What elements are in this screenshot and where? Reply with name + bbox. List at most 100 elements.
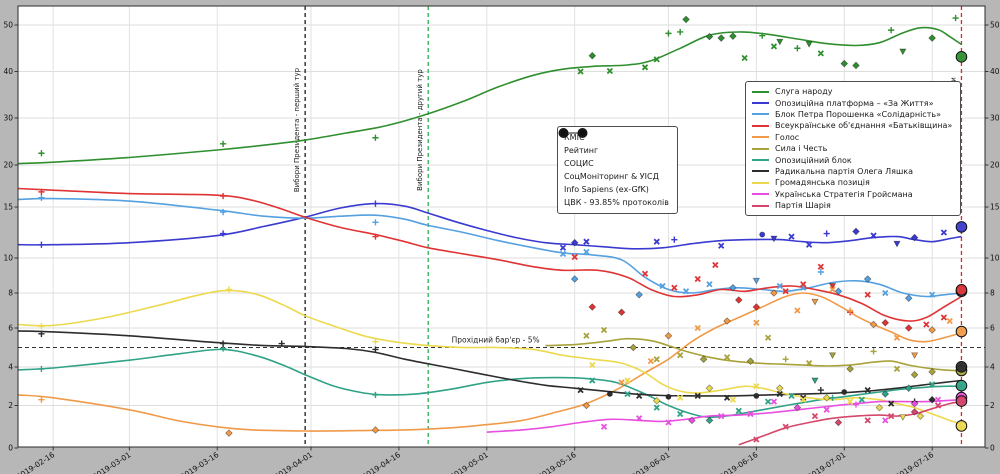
party-legend-label: Слуга народу — [775, 87, 833, 97]
marker-x — [741, 54, 748, 62]
line-series-1 — [17, 202, 962, 250]
marker-plus — [829, 394, 836, 401]
y-tick-label: 2 — [8, 401, 13, 410]
marker-plus — [372, 134, 379, 141]
marker-x — [870, 232, 877, 239]
marker-x — [559, 244, 567, 251]
marker-x — [694, 324, 701, 332]
marker-cvk-result — [955, 361, 968, 373]
marker-diamond — [840, 59, 849, 68]
marker-x — [940, 229, 948, 236]
line-series-8 — [17, 289, 962, 426]
marker-x — [653, 238, 660, 245]
pollster-legend-label: ЦВК - 93.85% протоколів — [564, 198, 669, 207]
line-series-2 — [17, 197, 962, 298]
marker-x — [776, 282, 783, 290]
marker-x — [653, 56, 660, 63]
marker-x — [671, 284, 678, 291]
scatter-markers — [38, 14, 959, 443]
marker-diamond — [928, 368, 936, 376]
marker-x — [653, 356, 660, 363]
marker-diamond — [910, 408, 919, 416]
marker-diamond — [834, 418, 843, 427]
marker-plus — [38, 323, 45, 330]
party-legend-label: Українська Стратегія Гройсмана — [775, 189, 913, 199]
big-marker-icon — [558, 127, 588, 139]
y-tick-label-right: 20 — [990, 161, 1000, 170]
marker-triangle-down — [828, 283, 837, 290]
marker-plus — [38, 150, 45, 157]
marker-circle — [841, 389, 848, 395]
pollster-legend: КМІС Рейтинг СОЦИС СоцМоніторинг & УІСД Info… — [557, 126, 678, 214]
marker-x — [729, 396, 737, 403]
y-tick-label-right: 40 — [990, 67, 1000, 76]
pollster-legend-item-2: СОЦИС — [560, 130, 669, 170]
marker-diamond — [588, 303, 597, 311]
line-series-6 — [17, 348, 962, 419]
marker-plus — [870, 348, 877, 355]
marker-x — [559, 250, 567, 258]
marker-plus — [372, 200, 379, 207]
marker-plus — [372, 233, 379, 240]
party-legend-label: Партія Шарія — [775, 201, 831, 211]
marker-x — [929, 381, 936, 388]
marker-x — [929, 291, 936, 298]
party-legend-item-0: Слуга народу — [752, 86, 952, 97]
plot-border — [17, 5, 986, 448]
y-tick-label: 50 — [3, 21, 13, 30]
marker-cvk-result — [955, 379, 968, 392]
marker-triangle-down — [776, 38, 784, 46]
marker-x — [893, 365, 901, 373]
marker-diamond — [734, 296, 743, 304]
marker-diamond — [910, 370, 919, 379]
marker-x — [811, 412, 819, 420]
marker-x — [641, 64, 649, 71]
party-legend-label: Радикальна партія Олега Ляшка — [775, 166, 914, 176]
marker-x — [764, 398, 772, 405]
series-lines — [17, 26, 962, 446]
party-legend-item-5: Сила і Честь — [752, 143, 952, 154]
party-color-swatch — [752, 102, 769, 105]
party-legend-label: Блок Петра Порошенка «Солідарність» — [775, 109, 941, 119]
party-legend-item-2: Блок Петра Порошенка «Солідарність» — [752, 109, 952, 120]
y-tick-label-right: 15 — [990, 203, 1000, 212]
party-legend-item-4: Голос — [752, 132, 952, 143]
threshold-label: Прохідний бар'єр - 5% — [452, 336, 540, 345]
marker-triangle-down — [811, 377, 819, 385]
marker-x — [694, 392, 701, 400]
marker-x — [864, 386, 871, 394]
party-legend-label: Голос — [775, 132, 800, 142]
marker-diamond — [588, 51, 597, 60]
marker-diamond — [881, 390, 890, 398]
marker-diamond — [746, 357, 755, 365]
marker-x — [788, 233, 795, 240]
marker-x — [624, 390, 631, 398]
marker-diamond — [723, 317, 731, 325]
marker-x — [636, 415, 643, 422]
marker-diamond — [916, 412, 925, 420]
y-tick-label-right: 8 — [990, 289, 995, 298]
marker-plus — [671, 236, 678, 243]
pollster-legend-label: СОЦИС — [564, 159, 594, 168]
marker-diamond — [834, 287, 843, 296]
marker-diamond — [582, 401, 591, 410]
marker-x — [577, 386, 584, 394]
party-legend-label: Сила і Честь — [775, 144, 828, 154]
marker-triangle-down — [893, 240, 901, 248]
marker-cvk-result — [955, 395, 968, 407]
marker-diamond — [928, 34, 936, 42]
party-legend: Слуга народу Опозиційна платформа – «За Ж… — [745, 81, 962, 217]
marker-plus — [794, 45, 801, 52]
marker-x — [864, 291, 871, 298]
line-series-5 — [545, 337, 962, 372]
y-tick-label-right: 2 — [990, 401, 995, 410]
marker-diamond — [652, 396, 661, 405]
y-tick-label-right: 6 — [990, 324, 995, 333]
party-legend-item-1: Опозиційна платформа – «За Життя» — [752, 97, 952, 108]
marker-diamond — [752, 303, 761, 311]
marker-diamond — [688, 416, 696, 425]
marker-x — [882, 417, 889, 424]
marker-plus — [38, 194, 45, 201]
y-tick-label: 6 — [8, 324, 13, 333]
